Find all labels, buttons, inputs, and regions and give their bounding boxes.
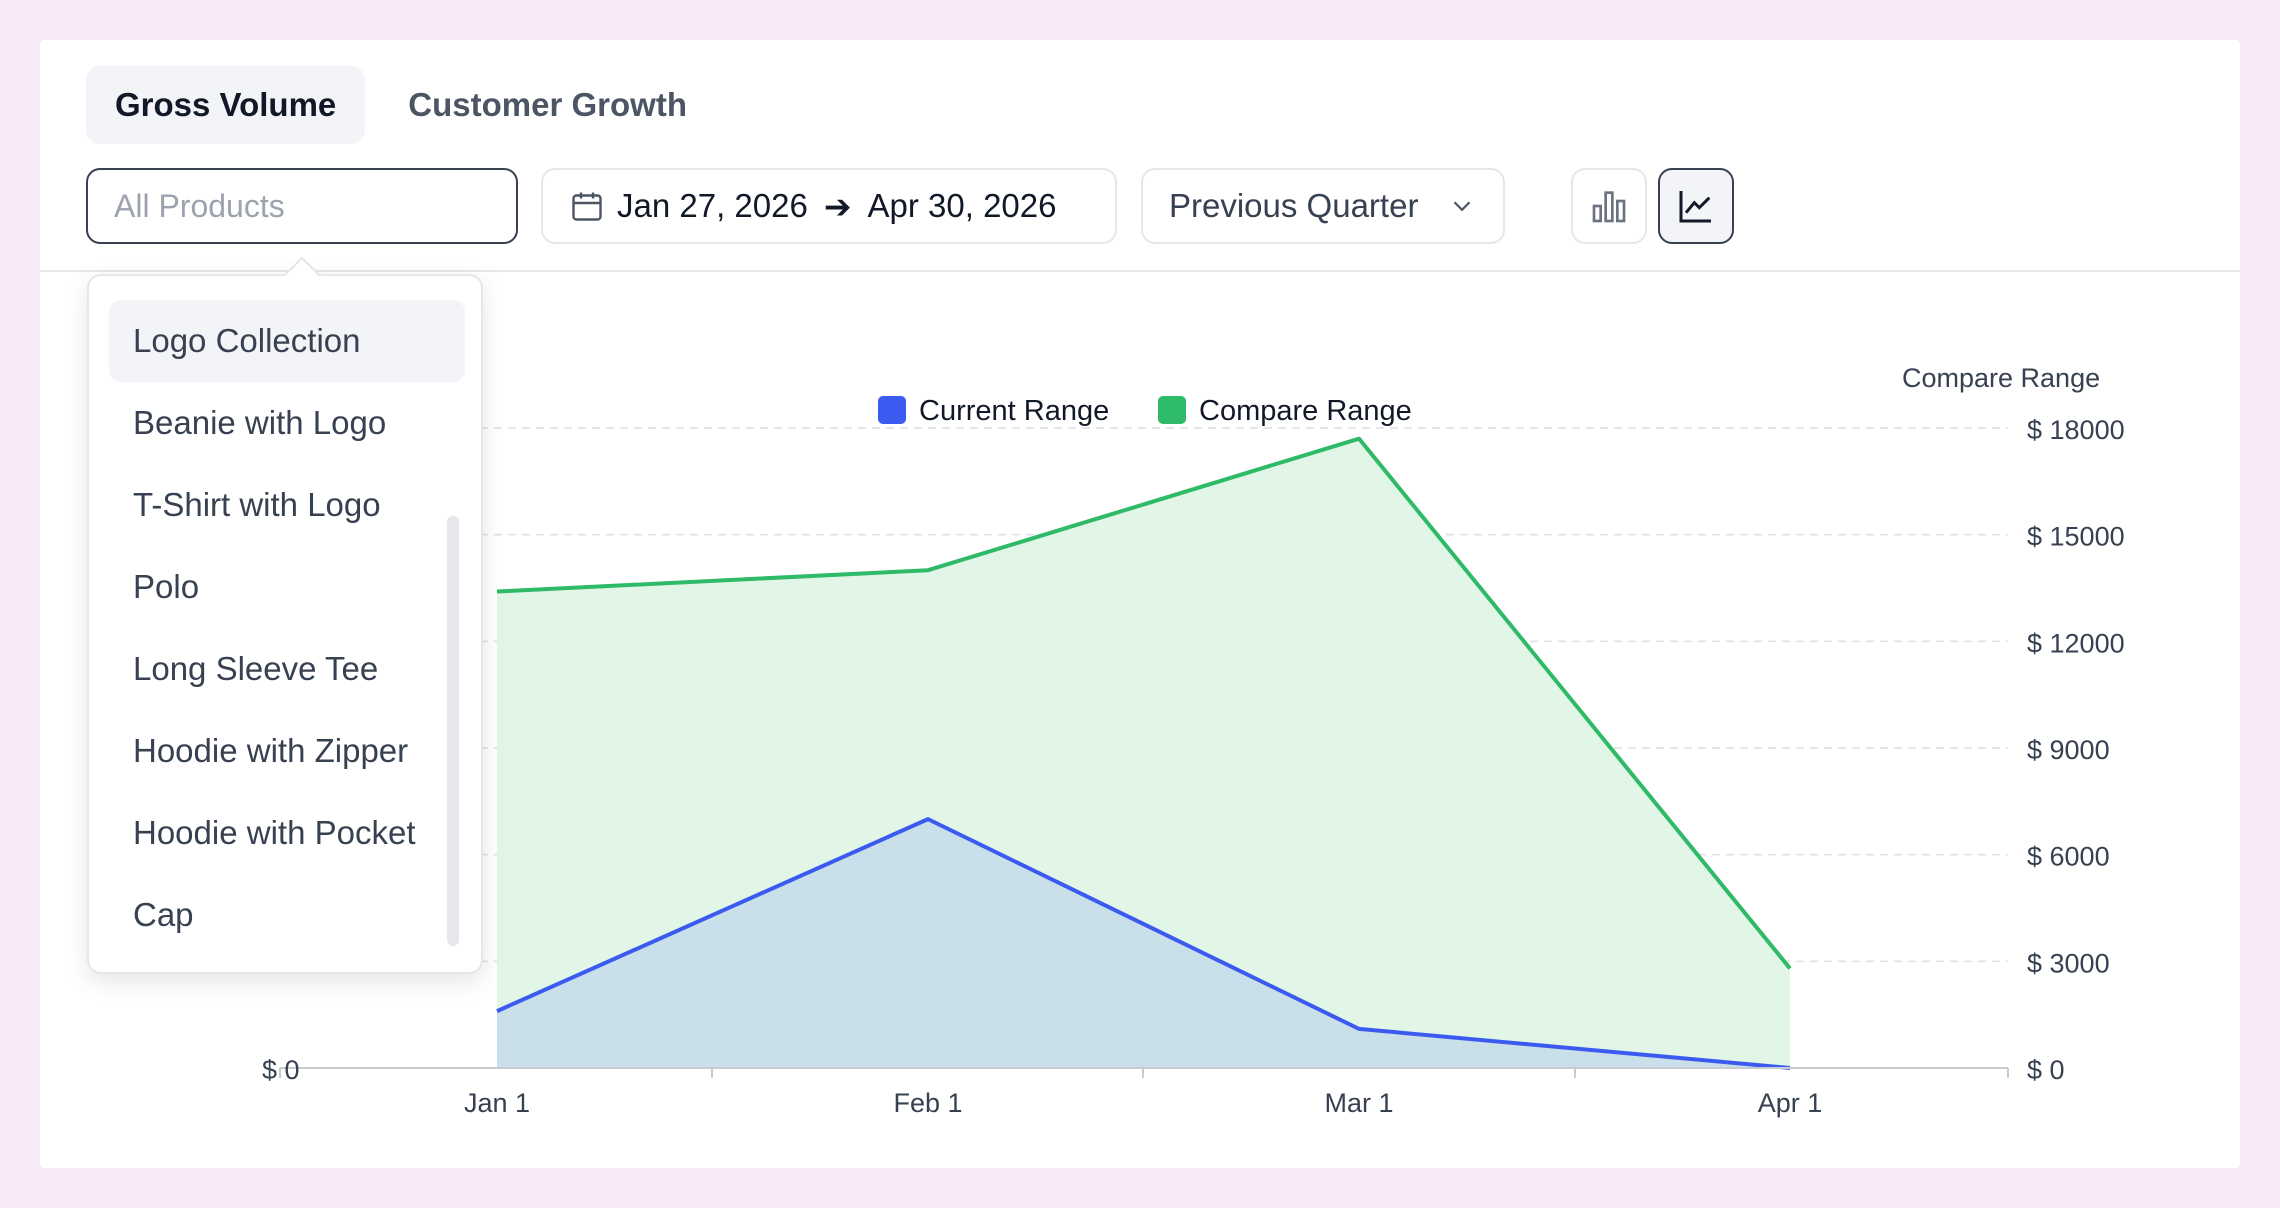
product-option[interactable]: Polo bbox=[133, 568, 200, 605]
right-tick-label: $ 15000 bbox=[2027, 522, 2125, 552]
arrow-right-icon: ➔ bbox=[823, 187, 852, 225]
x-tick-label: Apr 1 bbox=[1758, 1088, 1823, 1118]
chart-legend: Current Range Compare Range bbox=[878, 395, 1412, 427]
legend-label: Current Range bbox=[919, 395, 1109, 427]
products-search-input[interactable] bbox=[86, 168, 518, 244]
line-chart-toggle-button[interactable] bbox=[1658, 168, 1734, 244]
product-option[interactable]: T-Shirt with Logo bbox=[133, 486, 381, 523]
x-tick-label: Feb 1 bbox=[893, 1088, 962, 1118]
products-list: Logo Collection Beanie with Logo T-Shirt… bbox=[109, 300, 465, 956]
area-current-range bbox=[497, 819, 1790, 1068]
bar-chart-toggle-button[interactable] bbox=[1571, 168, 1647, 244]
tab-bar: Gross Volume Customer Growth bbox=[86, 66, 716, 144]
chart-card: Jan 1 Feb 1 Mar 1 Apr 1 $ 0 $ 3000 $ 6000 $ 90… bbox=[40, 40, 2240, 1168]
right-axis-title: Compare Range bbox=[1902, 363, 2100, 393]
left-y-axis: $ 0 bbox=[262, 1055, 300, 1085]
product-option[interactable]: Logo Collection bbox=[109, 300, 465, 382]
legend-swatch bbox=[878, 396, 906, 424]
right-tick-label: $ 3000 bbox=[2027, 948, 2110, 978]
right-tick-label: $ 12000 bbox=[2027, 628, 2125, 658]
legend-swatch bbox=[1158, 396, 1186, 424]
x-tick-label: Jan 1 bbox=[464, 1088, 530, 1118]
right-tick-label: $ 0 bbox=[2027, 1055, 2065, 1085]
tab-gross-volume[interactable]: Gross Volume bbox=[86, 66, 366, 144]
product-option[interactable]: Beanie with Logo bbox=[133, 404, 387, 441]
x-axis: Jan 1 Feb 1 Mar 1 Apr 1 bbox=[279, 1067, 2009, 1118]
dropdown-scrollbar[interactable] bbox=[447, 516, 459, 946]
chevron-down-icon bbox=[1453, 201, 1471, 212]
period-selected-value: Previous Quarter bbox=[1169, 187, 1419, 224]
calendar-icon bbox=[572, 192, 602, 221]
right-tick-label: $ 6000 bbox=[2027, 842, 2110, 872]
line-current-range bbox=[496, 817, 1791, 1070]
legend-label: Compare Range bbox=[1199, 395, 1412, 427]
line-compare-range bbox=[496, 436, 1792, 970]
toolbar-divider bbox=[40, 270, 2240, 272]
chart-areas bbox=[497, 438, 1790, 1069]
right-y-axis: $ 0 $ 3000 $ 6000 $ 9000 $ 12000 $ 15000 $ 180… bbox=[1902, 363, 2125, 1085]
line-chart-icon bbox=[1679, 191, 1711, 223]
x-tick-label: Mar 1 bbox=[1324, 1088, 1393, 1118]
chart-lines bbox=[496, 436, 1792, 1070]
date-end: Apr 30, 2026 bbox=[867, 187, 1057, 224]
date-range-picker[interactable]: Jan 27, 2026 ➔ Apr 30, 2026 bbox=[541, 168, 1117, 244]
tab-customer-growth[interactable]: Customer Growth bbox=[408, 86, 687, 123]
product-option[interactable]: Hoodie with Zipper bbox=[133, 732, 409, 769]
right-tick-label: $ 18000 bbox=[2027, 415, 2125, 445]
product-option[interactable]: Hoodie with Pocket bbox=[133, 814, 416, 851]
products-dropdown: Logo Collection Beanie with Logo T-Shirt… bbox=[87, 256, 483, 974]
product-option[interactable]: Long Sleeve Tee bbox=[133, 650, 379, 687]
gross-volume-chart: Jan 1 Feb 1 Mar 1 Apr 1 $ 0 $ 3000 $ 6000 $ 90… bbox=[262, 363, 2125, 1118]
product-option[interactable]: Cap bbox=[133, 896, 194, 933]
right-tick-label: $ 9000 bbox=[2027, 735, 2110, 765]
comparison-period-select[interactable]: Previous Quarter bbox=[1141, 168, 1505, 244]
left-tick-label: $ 0 bbox=[262, 1055, 300, 1085]
bar-chart-icon bbox=[1592, 191, 1626, 223]
date-start: Jan 27, 2026 bbox=[617, 187, 808, 224]
